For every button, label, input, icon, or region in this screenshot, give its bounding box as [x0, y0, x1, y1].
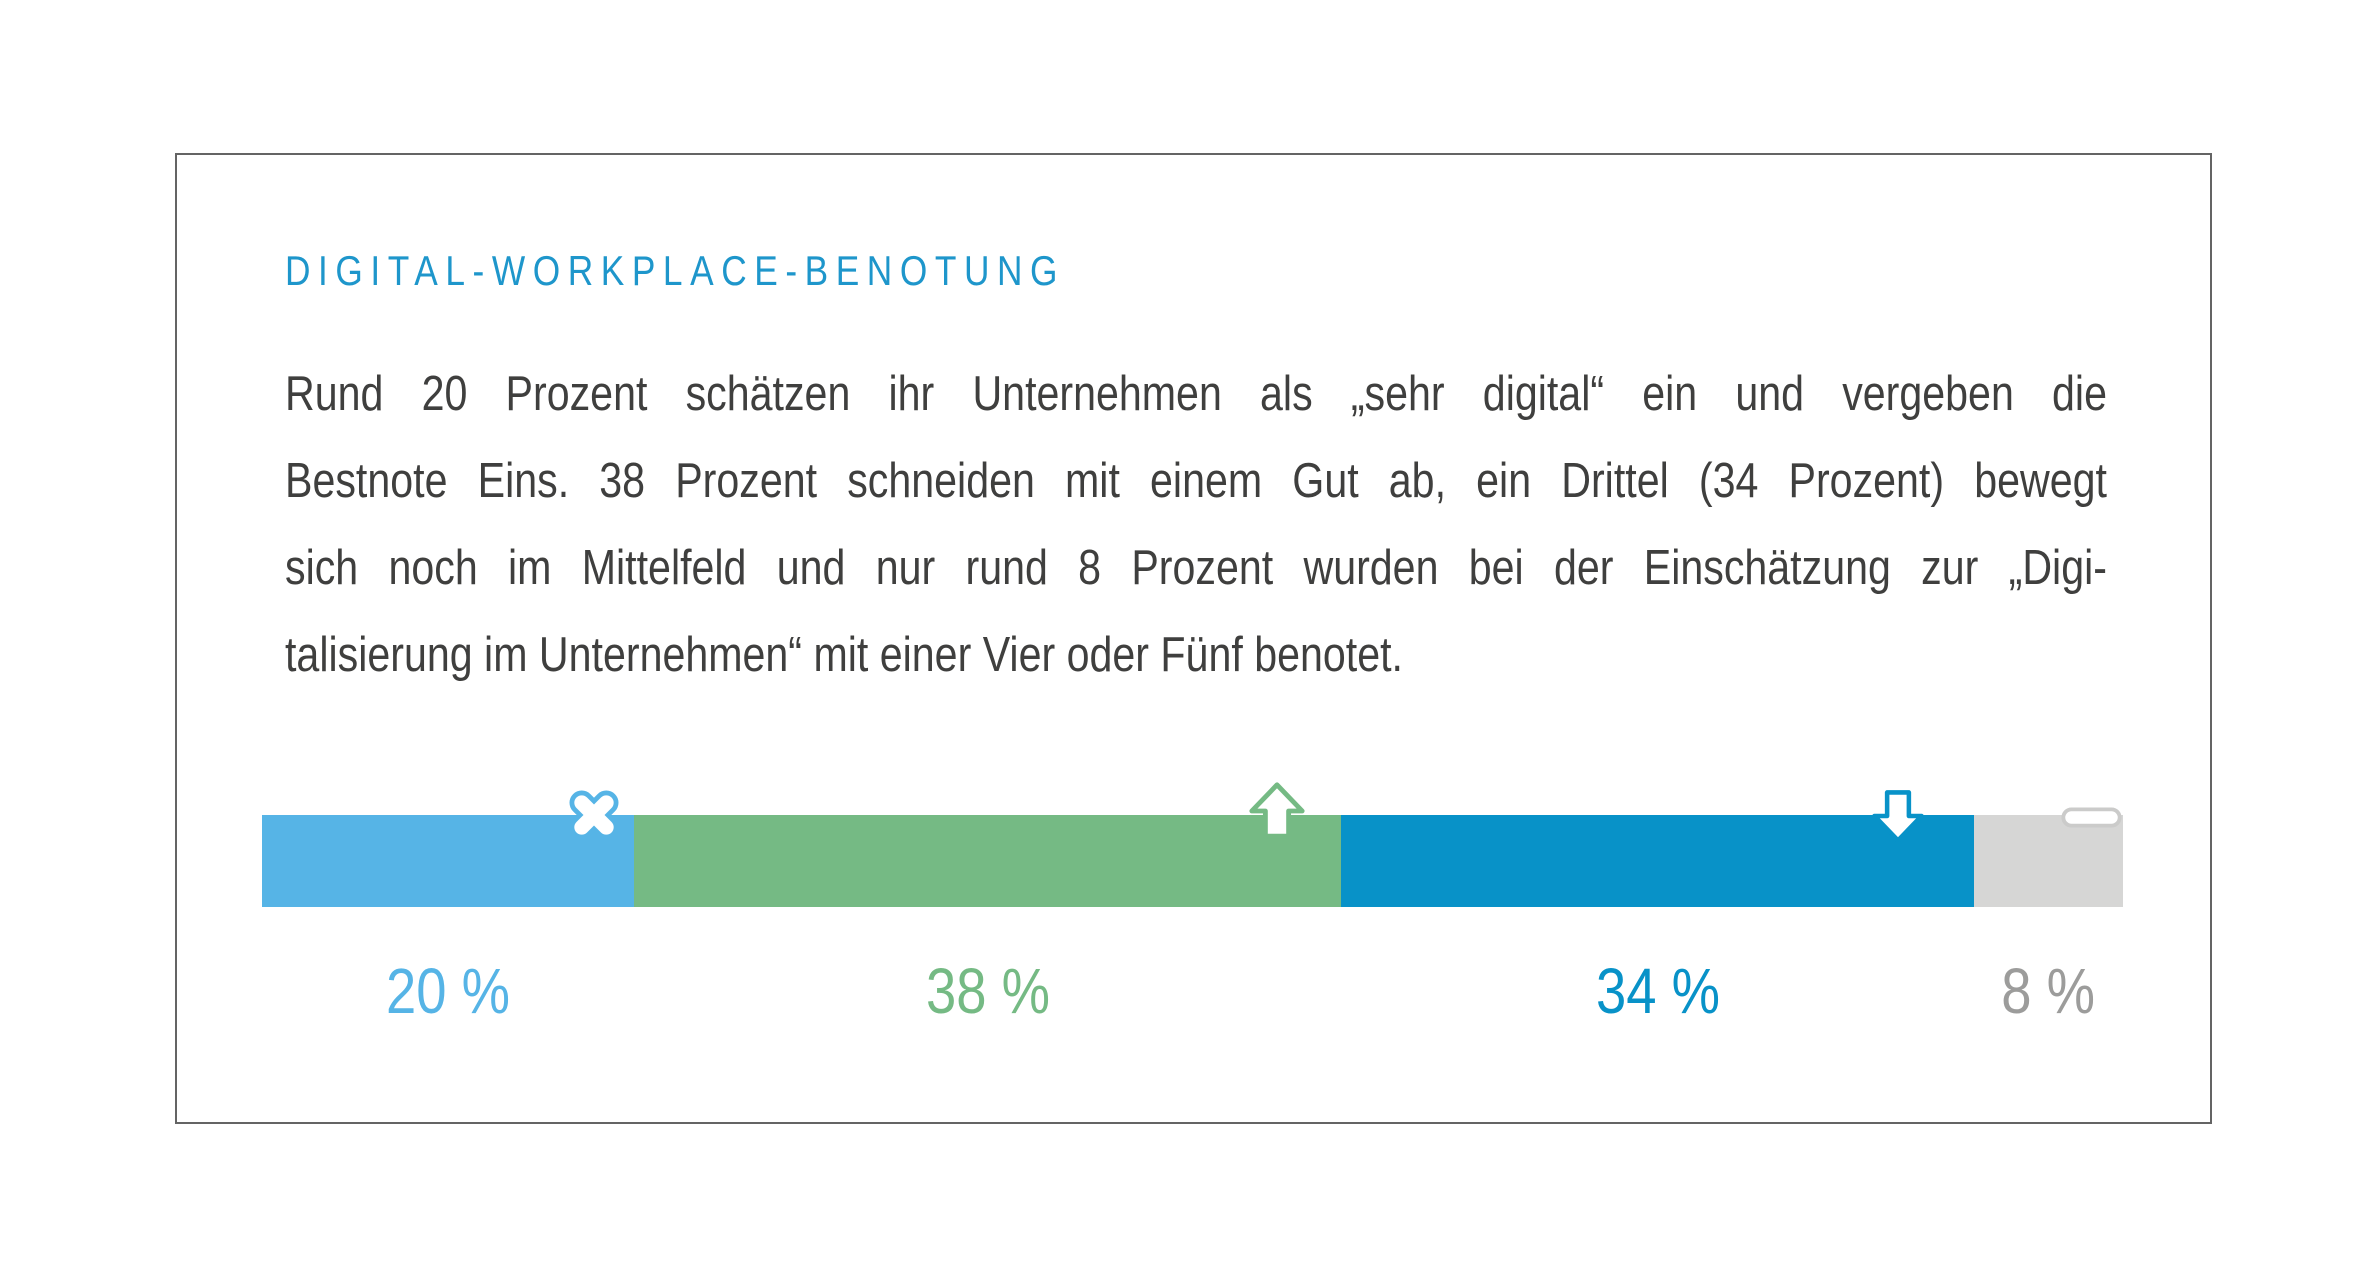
bar-segment: [634, 815, 1342, 907]
chart-description: Rund 20 Prozent schätzen ihr Unternehmen…: [285, 351, 2107, 699]
chart-description-text: Rund 20 Prozent schätzen ihr Unternehmen…: [285, 351, 2107, 699]
paragraph-line: Bestnote Eins. 38 Prozent schneiden mit …: [285, 454, 2107, 508]
segment-label: 8 %: [1974, 959, 2123, 1023]
segment-label: 38 %: [634, 959, 1341, 1023]
segment-label-text: 38 %: [925, 955, 1050, 1027]
segment-label-text: 34 %: [1595, 955, 1720, 1027]
infographic-card: DIGITAL-WORKPLACE-BENOTUNG Rund 20 Proze…: [175, 153, 2212, 1124]
segment-label: 20 %: [262, 959, 634, 1023]
segment-label-text: 20 %: [386, 955, 511, 1027]
paragraph-line: sich noch im Mittelfeld und nur rund 8 P…: [285, 541, 2107, 595]
segment-labels: 20 % 38 % 34 % 8 %: [262, 959, 2123, 1023]
paragraph-line: talisierung im Unternehmen“ mit einer Vi…: [285, 628, 1403, 682]
stacked-bar: [262, 782, 2123, 907]
segment-label-text: 8 %: [2001, 955, 2096, 1027]
bar-segment: [262, 815, 635, 907]
bar-segment: [1974, 815, 2123, 907]
paragraph-line: Rund 20 Prozent schätzen ihr Unternehmen…: [285, 367, 2107, 421]
segment-label: 34 %: [1341, 959, 1974, 1023]
bar-segment: [1341, 815, 1975, 907]
chart-title: DIGITAL-WORKPLACE-BENOTUNG: [285, 247, 1066, 294]
